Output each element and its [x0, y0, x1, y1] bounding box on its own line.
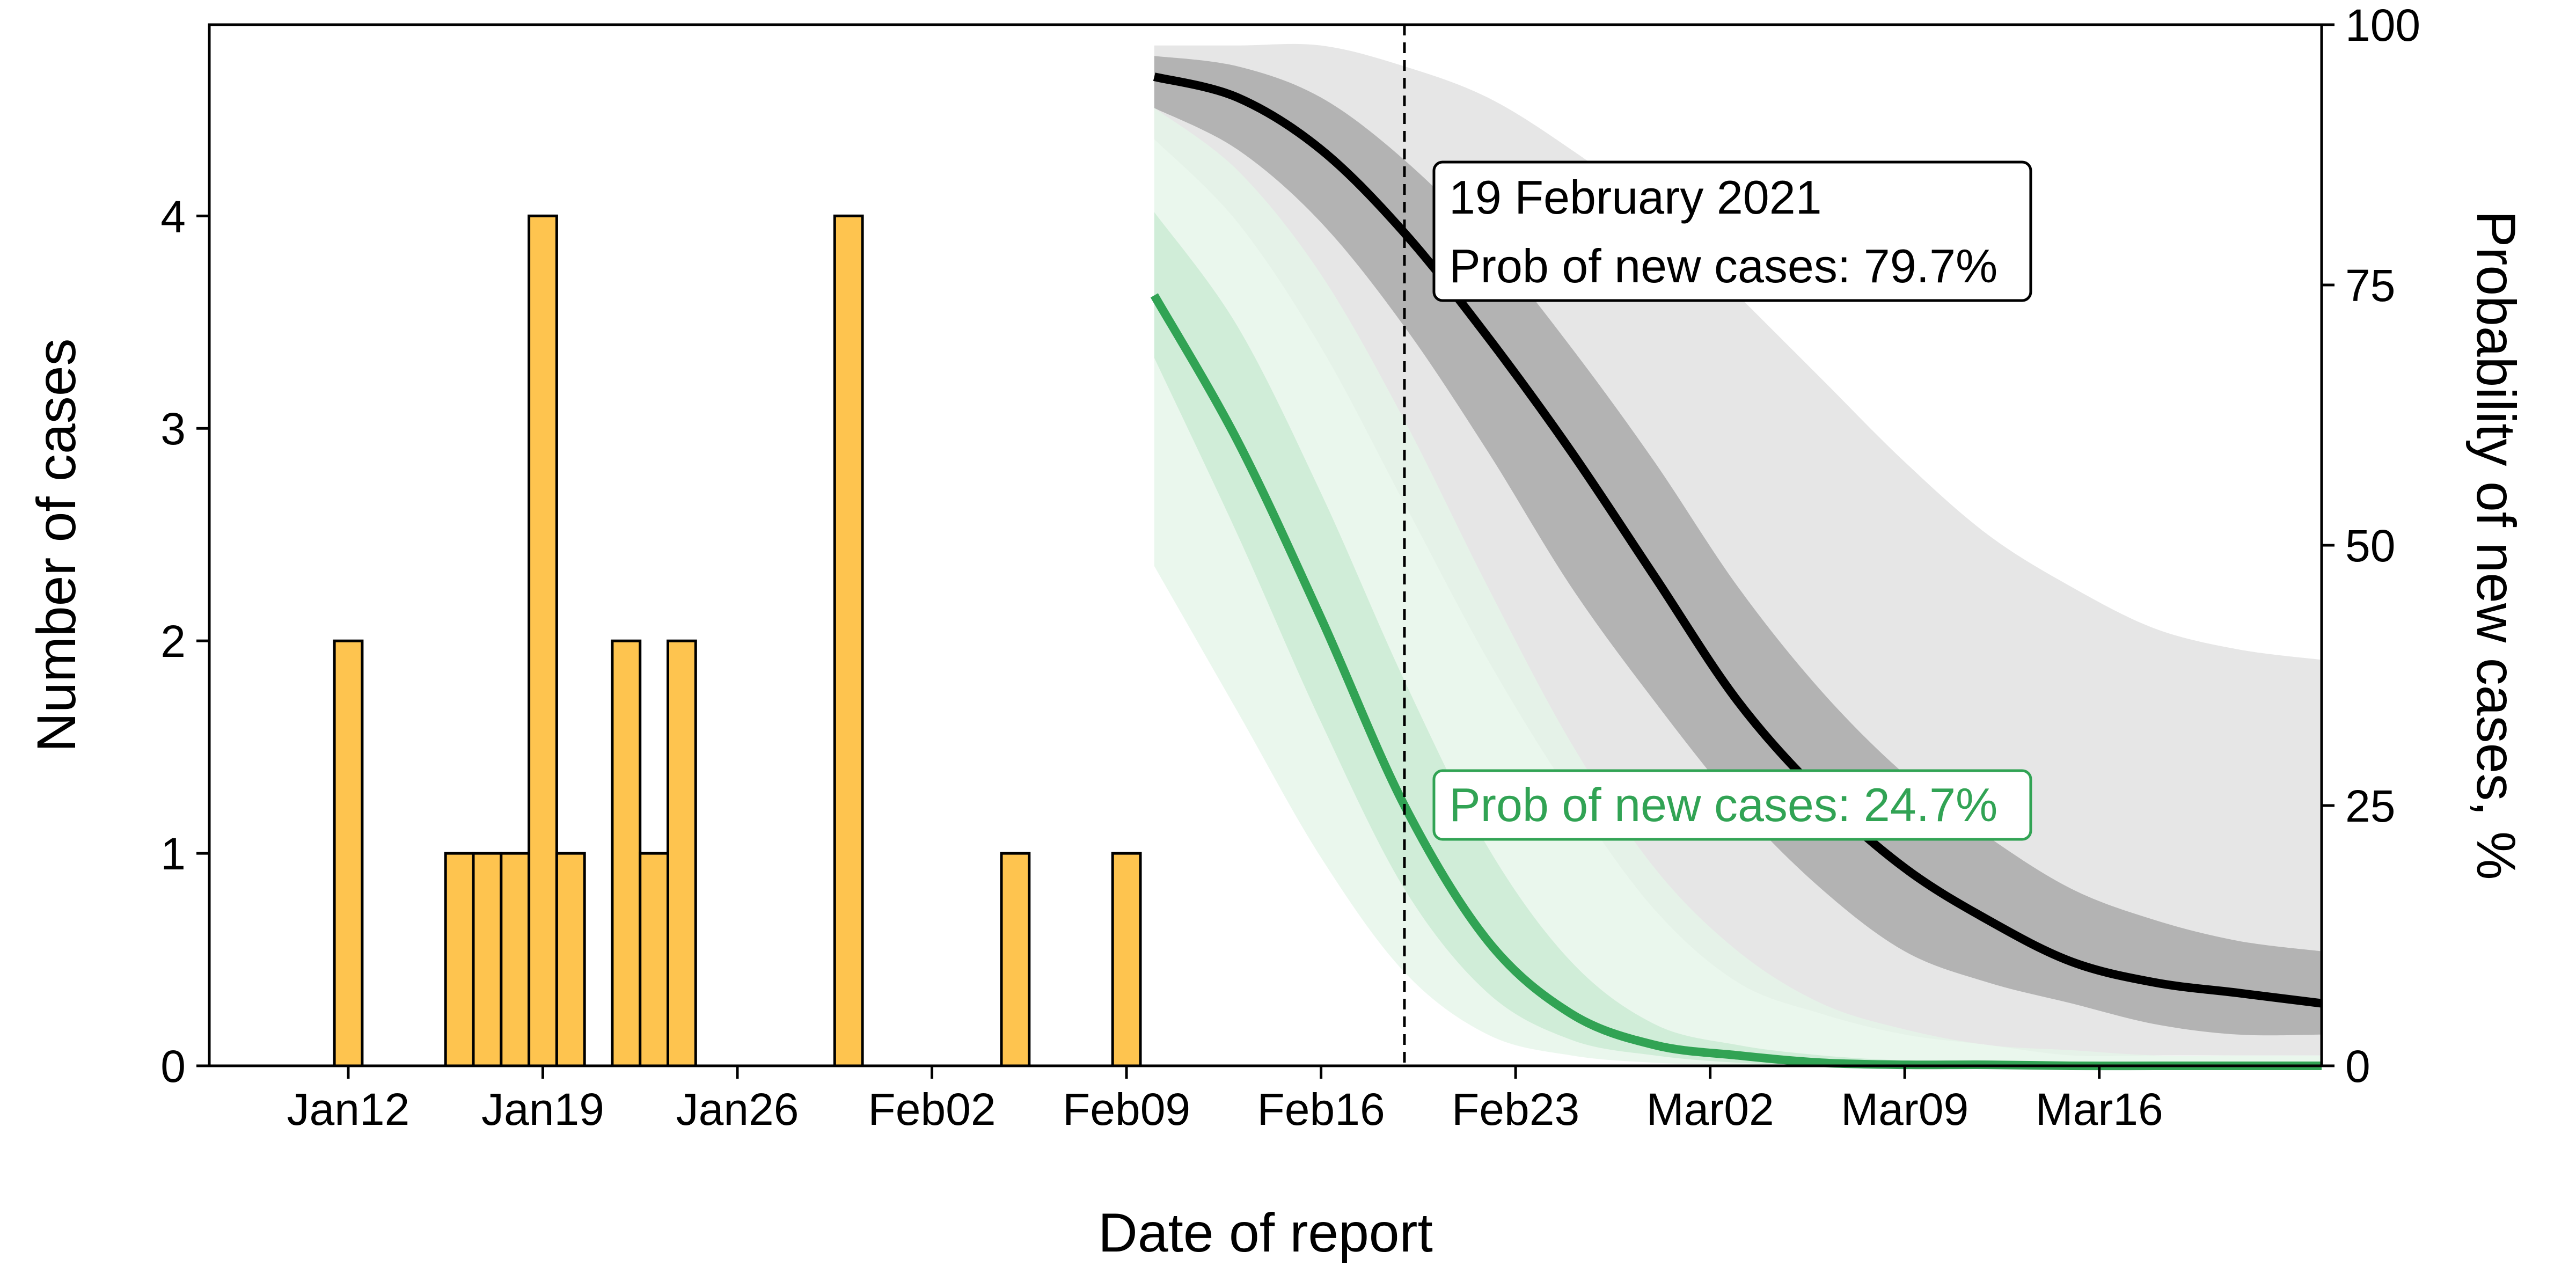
x-tick-label-Feb09: Feb09: [1063, 1084, 1190, 1135]
y-axis-right-title: Probability of new cases, %: [2465, 210, 2527, 880]
y-right-tick-label-25: 25: [2345, 781, 2395, 831]
y-left-tick-label-1: 1: [160, 829, 186, 879]
median-line-0: [1153, 72, 2322, 1008]
annotation-date: 19 February 2021: [1449, 171, 1822, 224]
y-left-tick-label-4: 4: [160, 191, 186, 241]
bar-2021-01-23: [639, 852, 669, 1067]
case-bars: [333, 214, 1142, 1067]
x-tick-label-Feb16: Feb16: [1257, 1084, 1385, 1135]
x-tick-label-Mar02: Mar02: [1646, 1084, 1774, 1135]
x-tick-label-Jan12: Jan12: [287, 1084, 410, 1135]
annotation-green-prob: Prob of new cases: 24.7%: [1449, 778, 1997, 831]
y-left-tick-label-0: 0: [160, 1041, 186, 1092]
annotation-box-overall-frame: [1432, 160, 2032, 302]
x-tick-label-Mar16: Mar16: [2036, 1084, 2163, 1135]
bar-2021-01-22: [611, 639, 642, 1067]
y-right-tick-label-75: 75: [2345, 260, 2395, 311]
bar-2021-01-12: [333, 639, 364, 1067]
annotation-box-green-frame: [1432, 769, 2032, 841]
y-left-tick-label-2: 2: [160, 616, 186, 667]
x-axis: Jan12 Jan19 Jan26 Feb02 Feb09 Feb16 Feb23 Mar02…: [287, 1066, 2163, 1135]
x-tick-label-Jan19: Jan19: [481, 1084, 604, 1135]
bar-2021-01-19: [528, 214, 558, 1067]
x-tick-label-Feb02: Feb02: [868, 1084, 996, 1135]
bar-2021-01-30: [833, 214, 864, 1067]
y-left-tick-label-3: 3: [160, 404, 186, 454]
bar-2021-02-05: [1000, 852, 1031, 1067]
bar-2021-02-09: [1111, 852, 1142, 1067]
y-right-tick-label-100: 100: [2345, 0, 2420, 50]
bar-2021-01-16: [444, 852, 475, 1067]
bar-2021-01-20: [555, 852, 586, 1067]
bar-2021-01-18: [500, 852, 531, 1067]
y-axis-left-title: Number of cases: [26, 339, 87, 752]
y-axis-right: 0 25 50 75 100: [2322, 0, 2420, 1092]
band-inner-1: [1154, 212, 2322, 1066]
x-tick-label-Jan26: Jan26: [676, 1084, 799, 1135]
x-tick-label-Mar09: Mar09: [1841, 1084, 1968, 1135]
y-axis-left: 0 1 2 3 4: [160, 191, 209, 1092]
y-right-tick-label-0: 0: [2345, 1041, 2370, 1092]
bar-2021-01-17: [472, 852, 503, 1067]
bar-2021-01-24: [667, 639, 697, 1067]
x-tick-label-Feb23: Feb23: [1452, 1084, 1579, 1135]
x-axis-title: Date of report: [1098, 1202, 1433, 1263]
annotation-box-green: Prob of new cases: 24.7%: [1432, 769, 2032, 841]
y-right-tick-label-50: 50: [2345, 521, 2395, 571]
annotation-overall-prob: Prob of new cases: 79.7%: [1449, 239, 1997, 292]
annotation-box-overall: 19 February 2021 Prob of new cases: 79.7…: [1432, 160, 2032, 302]
